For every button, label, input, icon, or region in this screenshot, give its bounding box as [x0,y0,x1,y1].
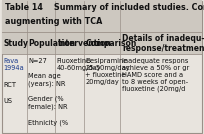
Text: Study: Study [4,39,29,48]
Text: Fluoxetine
40-60mg/day: Fluoxetine 40-60mg/day [57,58,101,71]
Text: Table 14    Summary of included studies. Comparison 13. Inc: Table 14 Summary of included studies. Co… [5,3,204,12]
Bar [2,0,202,32]
Text: RCT: RCT [3,82,17,88]
Text: Intervention: Intervention [57,39,111,48]
Text: Fava
1994a: Fava 1994a [3,58,24,71]
Bar [2,32,202,54]
Text: Comparison: Comparison [86,39,137,48]
Text: augmenting with TCA: augmenting with TCA [5,17,102,26]
Text: Details of inadequ-
response/treatmen: Details of inadequ- response/treatmen [122,34,204,53]
Text: N=27

Mean age
(years): NR

Gender (%
female): NR

Ethnicity (%: N=27 Mean age (years): NR Gender (% fema… [28,58,68,126]
Text: Desipramine
25-50mg/day
+ fluoxetine
20mg/day: Desipramine 25-50mg/day + fluoxetine 20m… [85,58,130,85]
Text: US: US [3,98,12,104]
Text: Inadequate respons
achieve a 50% or gr
HAMD score and a
to 8 weeks of open-
fluo: Inadequate respons achieve a 50% or gr H… [122,58,189,92]
Text: Population: Population [29,39,76,48]
